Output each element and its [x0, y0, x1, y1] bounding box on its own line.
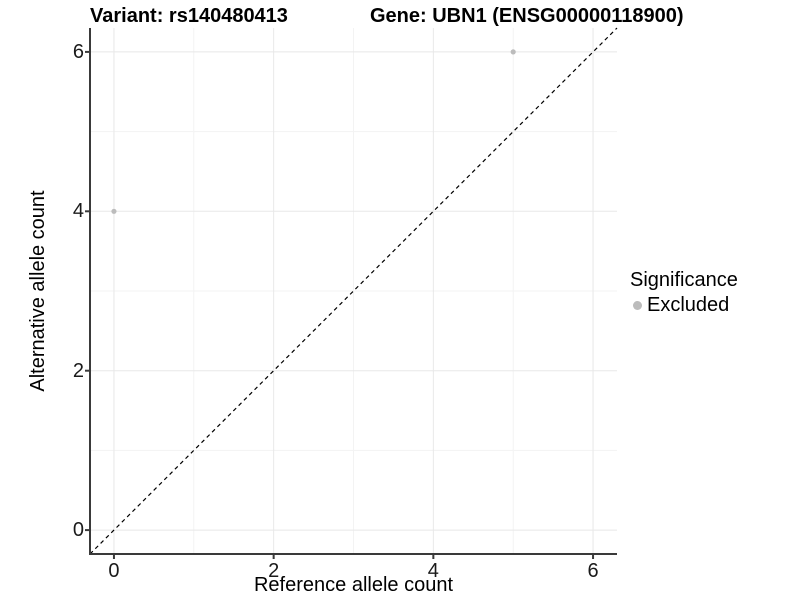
legend-item-label: Excluded: [647, 294, 730, 316]
x-tick-label: 0: [108, 560, 120, 582]
x-tick-label: 6: [587, 560, 599, 582]
data-points: [111, 49, 516, 214]
axis-lines: [89, 28, 617, 555]
gridlines-minor: [90, 28, 617, 554]
data-point: [111, 208, 117, 214]
y-tick-label: 2: [72, 359, 84, 382]
plot-title-variant: Variant: rs140480413: [90, 5, 288, 27]
axis-ticks: [85, 50, 595, 559]
x-tick-label: 2: [268, 560, 280, 582]
gridlines-major: [90, 28, 617, 554]
x-axis-title: Reference allele count: [253, 574, 453, 596]
y-axis-title: Alternative allele count: [27, 190, 49, 392]
plot-title-gene: Gene: UBN1 (ENSG00000118900): [370, 5, 684, 27]
legend-title: Significance: [630, 269, 738, 291]
data-point: [510, 49, 516, 55]
legend: Significance Excluded: [630, 268, 738, 317]
legend-key-dot: [633, 300, 642, 310]
y-tick-label: 4: [72, 200, 84, 223]
x-tick-label: 4: [427, 560, 439, 582]
y-tick-label: 6: [72, 40, 84, 63]
legend-item: Excluded: [630, 293, 738, 317]
y-tick-label: 0: [72, 519, 84, 542]
